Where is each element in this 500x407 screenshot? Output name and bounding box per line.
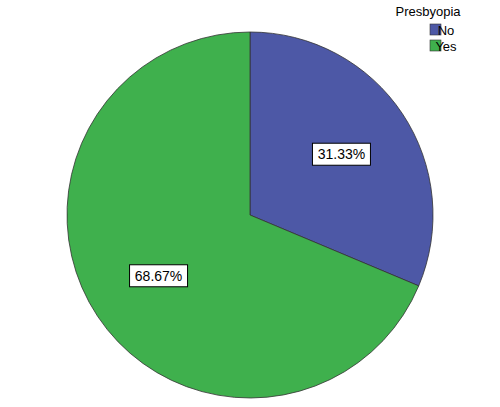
svg-text:31.33%: 31.33% [318, 146, 365, 162]
svg-text:Yes: Yes [435, 39, 457, 54]
svg-text:Presbyopia: Presbyopia [395, 4, 461, 19]
svg-text:68.67%: 68.67% [135, 268, 182, 284]
svg-text:No: No [438, 23, 455, 38]
